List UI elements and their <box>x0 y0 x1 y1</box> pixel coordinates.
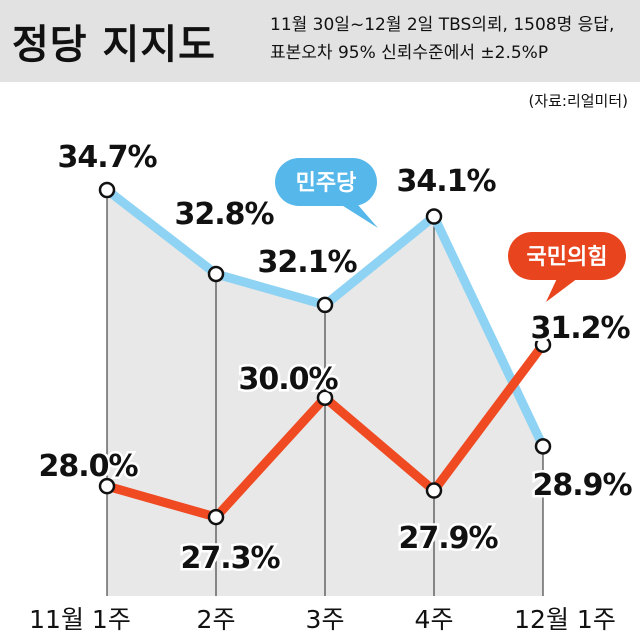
header-band: 정당 지지도 11월 30일~12월 2일 TBS의뢰, 1508명 응답, 표… <box>0 0 640 82</box>
chart-subtitle: 11월 30일~12월 2일 TBS의뢰, 1508명 응답, 표본오차 95%… <box>270 11 614 67</box>
legend-bubble-ppp <box>508 232 626 280</box>
data-label-minjoo: 32.1% <box>257 245 357 280</box>
x-tick-label: 4주 <box>415 605 454 634</box>
data-label-ppp: 27.9% <box>398 521 498 556</box>
x-tick-label: 2주 <box>197 605 236 634</box>
data-label-minjoo: 34.1% <box>396 164 496 199</box>
subtitle-line-1: 11월 30일~12월 2일 TBS의뢰, 1508명 응답, <box>270 15 615 35</box>
x-tick-label: 12월 1주 <box>514 605 616 634</box>
point-ppp <box>316 389 334 406</box>
data-label-ppp: 28.0% <box>38 449 138 484</box>
legend-bubble-minjoo-label: 민주당 <box>296 171 357 196</box>
legend-bubble-ppp-label: 국민의힘 <box>527 245 608 270</box>
point-minjoo <box>534 438 552 455</box>
data-label-minjoo: 28.9% <box>532 468 632 503</box>
data-label-ppp: 27.3% <box>180 541 280 576</box>
point-minjoo <box>207 265 225 283</box>
legend-bubble-minjoo <box>275 158 377 206</box>
x-tick-label: 3주 <box>306 605 345 634</box>
point-ppp <box>534 336 552 353</box>
chart-title: 정당 지지도 <box>12 22 216 68</box>
point-minjoo <box>316 296 334 314</box>
data-label-ppp: 31.2% <box>530 311 630 346</box>
data-label-ppp: 30.0% <box>238 362 338 397</box>
data-label-minjoo: 32.8% <box>174 197 274 232</box>
point-minjoo <box>98 181 116 199</box>
data-label-minjoo: 34.7% <box>57 140 157 175</box>
point-ppp <box>207 508 225 526</box>
subtitle-line-2: 표본오차 95% 신뢰수준에서 ±2.5%P <box>270 43 549 63</box>
point-minjoo <box>425 208 443 225</box>
point-ppp <box>98 477 116 495</box>
source-note: (자료:리얼미터) <box>528 92 628 110</box>
point-ppp <box>425 482 443 499</box>
x-tick-label: 11월 1주 <box>29 605 131 634</box>
